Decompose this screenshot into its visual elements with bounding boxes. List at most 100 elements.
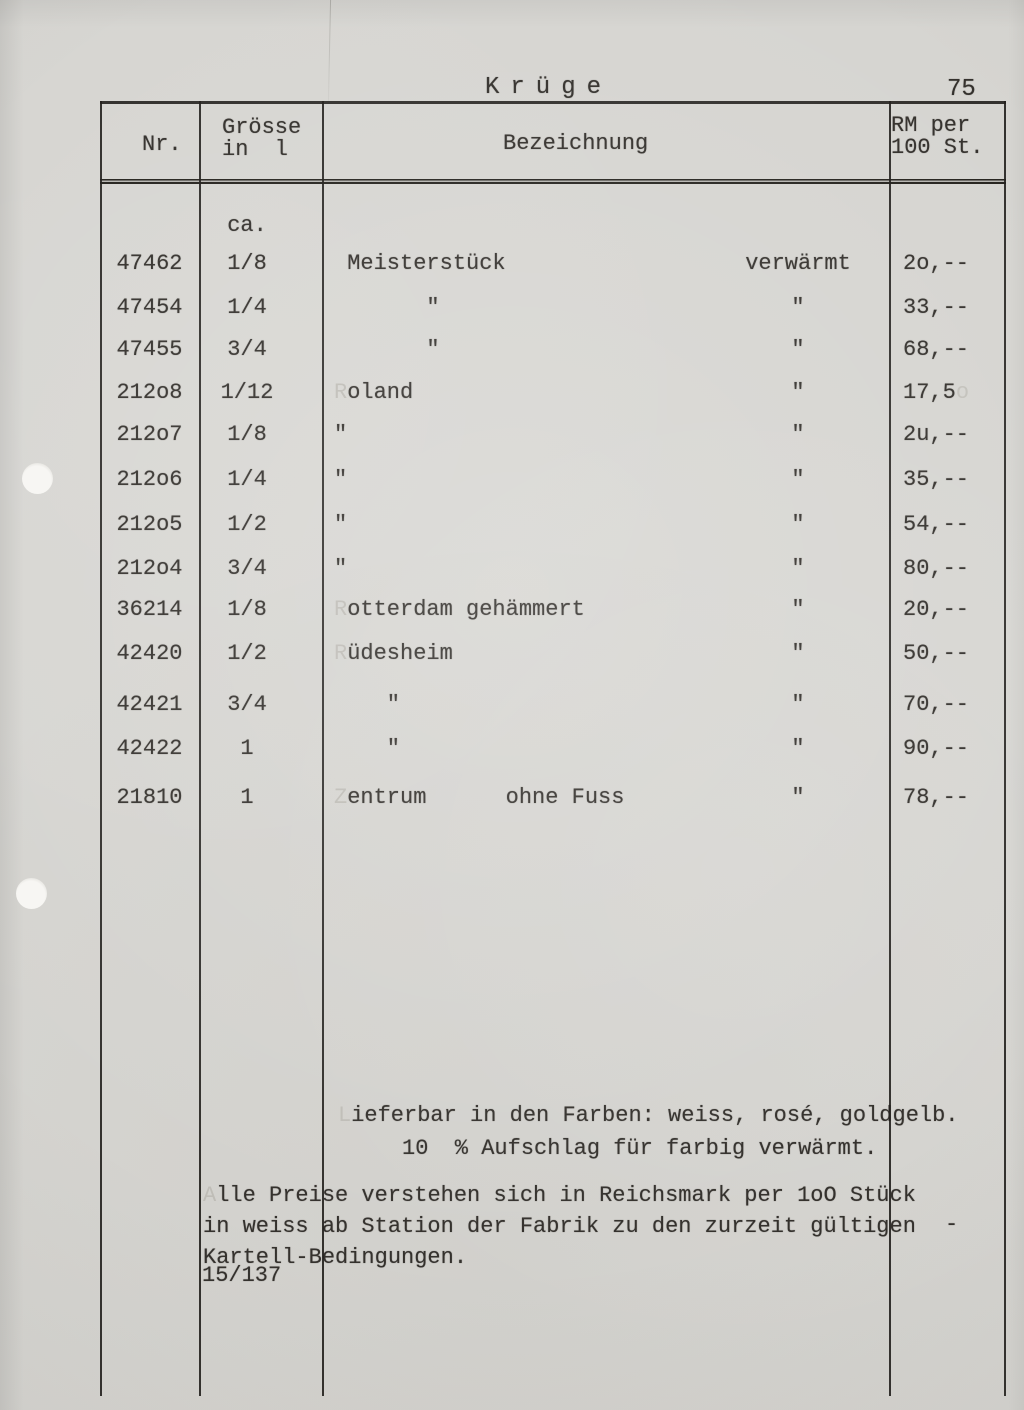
terms-line-1: Alle Preise verstehen sich in Reichsmark…	[203, 1183, 916, 1208]
column-header-price-line2: 100 St.	[891, 135, 984, 160]
article-number: 47455	[116, 337, 183, 362]
price-text: 90,--	[903, 736, 970, 761]
article-number: 47462	[116, 251, 183, 276]
punch-hole-top	[22, 463, 53, 494]
description-ditto: "	[334, 736, 401, 761]
column-header-price-line1: RM per	[891, 113, 971, 138]
size-value: 1/4	[227, 467, 267, 492]
size-approx-label: ca.	[227, 213, 267, 238]
article-number: 42420	[116, 641, 183, 666]
price-value: 78,--	[903, 786, 969, 810]
table-right-rule	[1004, 101, 1006, 1396]
treatment-ditto: "	[791, 785, 805, 810]
table-col-rule-1	[199, 101, 201, 1396]
size-value: 1/2	[227, 512, 267, 537]
treatment-ditto: "	[791, 556, 805, 581]
table-row: 42422 1 " " 90,--	[0, 737, 1024, 761]
price-text: 54,--	[903, 512, 970, 537]
paper-crease	[327, 0, 332, 102]
page-title: Krüge	[485, 74, 613, 101]
price-text: 35,--	[903, 467, 970, 492]
table-top-rule	[100, 101, 1006, 104]
treatment-value: verwärmt	[745, 251, 851, 276]
terms-line-3: Kartell-Bedingungen.	[203, 1245, 468, 1270]
description-ditto: "	[334, 422, 348, 447]
price-value: 80,--	[903, 557, 969, 581]
treatment-ditto: "	[791, 380, 805, 405]
table-left-rule	[100, 101, 102, 1396]
article-number: 21810	[116, 785, 183, 810]
page-number: 75	[947, 76, 976, 103]
note-surcharge: 10 % Aufschlag für farbig verwärmt.	[402, 1136, 878, 1161]
size-value: 1	[240, 736, 254, 761]
description-ditto: "	[334, 337, 440, 362]
article-number: 212o8	[116, 380, 183, 405]
price-text: 80,--	[903, 556, 970, 581]
price-text: 70,--	[903, 692, 970, 717]
price-text: 78,--	[903, 785, 970, 810]
description-ditto: "	[334, 467, 348, 492]
size-value: 1/12	[220, 380, 274, 405]
table-row: 212o7 1/8 " " 2u,--	[0, 423, 1024, 447]
description-value: Rüdesheim	[334, 641, 453, 666]
article-number: 212o5	[116, 512, 183, 537]
price-value: 70,--	[903, 693, 969, 717]
size-value: 1/8	[227, 597, 267, 622]
note-colors: Lieferbar in den Farben: weiss, rosé, go…	[338, 1103, 959, 1128]
description-ditto: "	[334, 692, 401, 717]
size-value: 1/2	[227, 641, 267, 666]
price-value: 33,--	[903, 296, 969, 320]
article-number: 212o7	[116, 422, 183, 447]
price-text: 2o,--	[903, 251, 970, 276]
treatment-ditto: "	[791, 692, 805, 717]
size-value: 3/4	[227, 337, 267, 362]
price-text: 17,5	[903, 380, 956, 405]
size-value: 3/4	[227, 556, 267, 581]
size-value: 1/8	[227, 251, 267, 276]
price-value: 54,--	[903, 513, 969, 537]
price-text: 68,--	[903, 337, 970, 362]
treatment-ditto: "	[791, 512, 805, 537]
stray-mark: -	[945, 1212, 959, 1237]
price-value: 50,--	[903, 642, 969, 666]
table-row: 47454 1/4 " " 33,--	[0, 296, 1024, 320]
article-number: 47454	[116, 295, 183, 320]
table-col-rule-2	[322, 101, 324, 1396]
price-faint-text: o	[955, 380, 970, 405]
size-value: 3/4	[227, 692, 267, 717]
table-row: 212o6 1/4 " " 35,--	[0, 468, 1024, 492]
terms-line-2: in weiss ab Station der Fabrik zu den zu…	[203, 1214, 916, 1239]
article-number: 36214	[116, 597, 183, 622]
description-ditto: "	[334, 556, 348, 581]
price-value: 68,--	[903, 338, 969, 362]
treatment-ditto: "	[791, 641, 805, 666]
column-header-size-line2: in l	[222, 137, 289, 162]
price-value: 90,--	[903, 737, 969, 761]
treatment-ditto: "	[791, 422, 805, 447]
table-row: 47462 1/8 Meisterstück verwärmt 2o,--	[0, 252, 1024, 276]
description-value: Rotterdam gehämmert	[334, 597, 585, 622]
price-text: 33,--	[903, 295, 970, 320]
punch-hole-bottom	[16, 878, 47, 909]
table-row: 36214 1/8 Rotterdam gehämmert " 20,--	[0, 598, 1024, 622]
price-text: 50,--	[903, 641, 970, 666]
table-header-rule	[100, 179, 1006, 184]
price-value: 35,--	[903, 468, 969, 492]
article-number: 42421	[116, 692, 183, 717]
article-number: 212o4	[116, 556, 183, 581]
description-value: Meisterstück	[334, 251, 506, 276]
treatment-ditto: "	[791, 295, 805, 320]
size-value: 1	[240, 785, 254, 810]
table-row: 212o5 1/2 " " 54,--	[0, 513, 1024, 537]
treatment-ditto: "	[791, 337, 805, 362]
table-row: 212o8 1/12 Roland " 17,5o	[0, 381, 1024, 405]
column-header-size-line1: Grösse	[222, 115, 302, 140]
size-value: 1/4	[227, 295, 267, 320]
table-row: 212o4 3/4 " " 80,--	[0, 557, 1024, 581]
description-ditto: "	[334, 295, 440, 320]
price-value: 2u,--	[903, 423, 969, 447]
article-number: 42422	[116, 736, 183, 761]
column-header-description: Bezeichnung	[503, 131, 649, 156]
price-value: 17,5o	[903, 381, 969, 405]
